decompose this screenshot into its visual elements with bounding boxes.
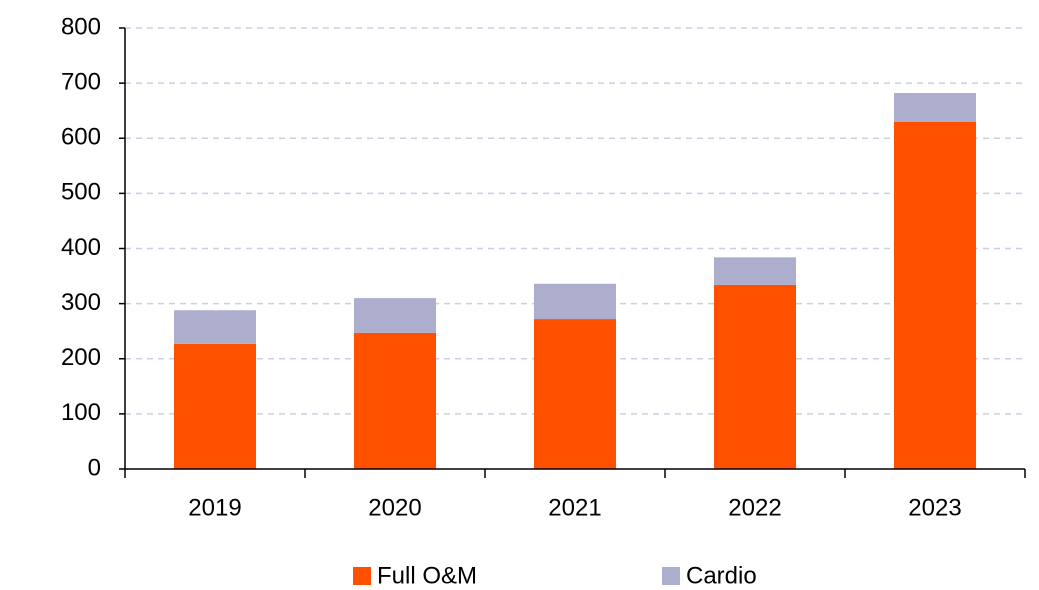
bar-segment	[354, 298, 436, 333]
bar-segment	[534, 319, 616, 469]
bar-segment	[714, 257, 796, 285]
x-tick-label: 2021	[548, 494, 601, 521]
y-tick-label: 0	[88, 454, 101, 481]
y-tick-label: 400	[61, 234, 101, 261]
bar-segment	[894, 121, 976, 470]
legend-swatch	[662, 567, 680, 585]
bar-segment	[354, 332, 436, 469]
legend-label: Cardio	[686, 562, 757, 589]
legend-label: Full O&M	[377, 562, 477, 589]
bar-segment	[714, 284, 796, 469]
legend-swatch	[353, 567, 371, 585]
y-tick-label: 500	[61, 179, 101, 206]
bar-segment	[174, 343, 256, 469]
x-tick-label: 2020	[368, 494, 421, 521]
y-tick-label: 200	[61, 344, 101, 371]
y-tick-label: 700	[61, 68, 101, 95]
x-tick-label: 2022	[728, 494, 781, 521]
x-tick-label: 2019	[188, 494, 241, 521]
y-tick-label: 300	[61, 289, 101, 316]
y-tick-label: 600	[61, 124, 101, 151]
bar-segment	[534, 283, 616, 320]
y-tick-label: 800	[61, 13, 101, 40]
bar-segment	[174, 310, 256, 344]
x-tick-label: 2023	[908, 494, 961, 521]
bar-segment	[894, 93, 976, 122]
y-tick-label: 100	[61, 399, 101, 426]
